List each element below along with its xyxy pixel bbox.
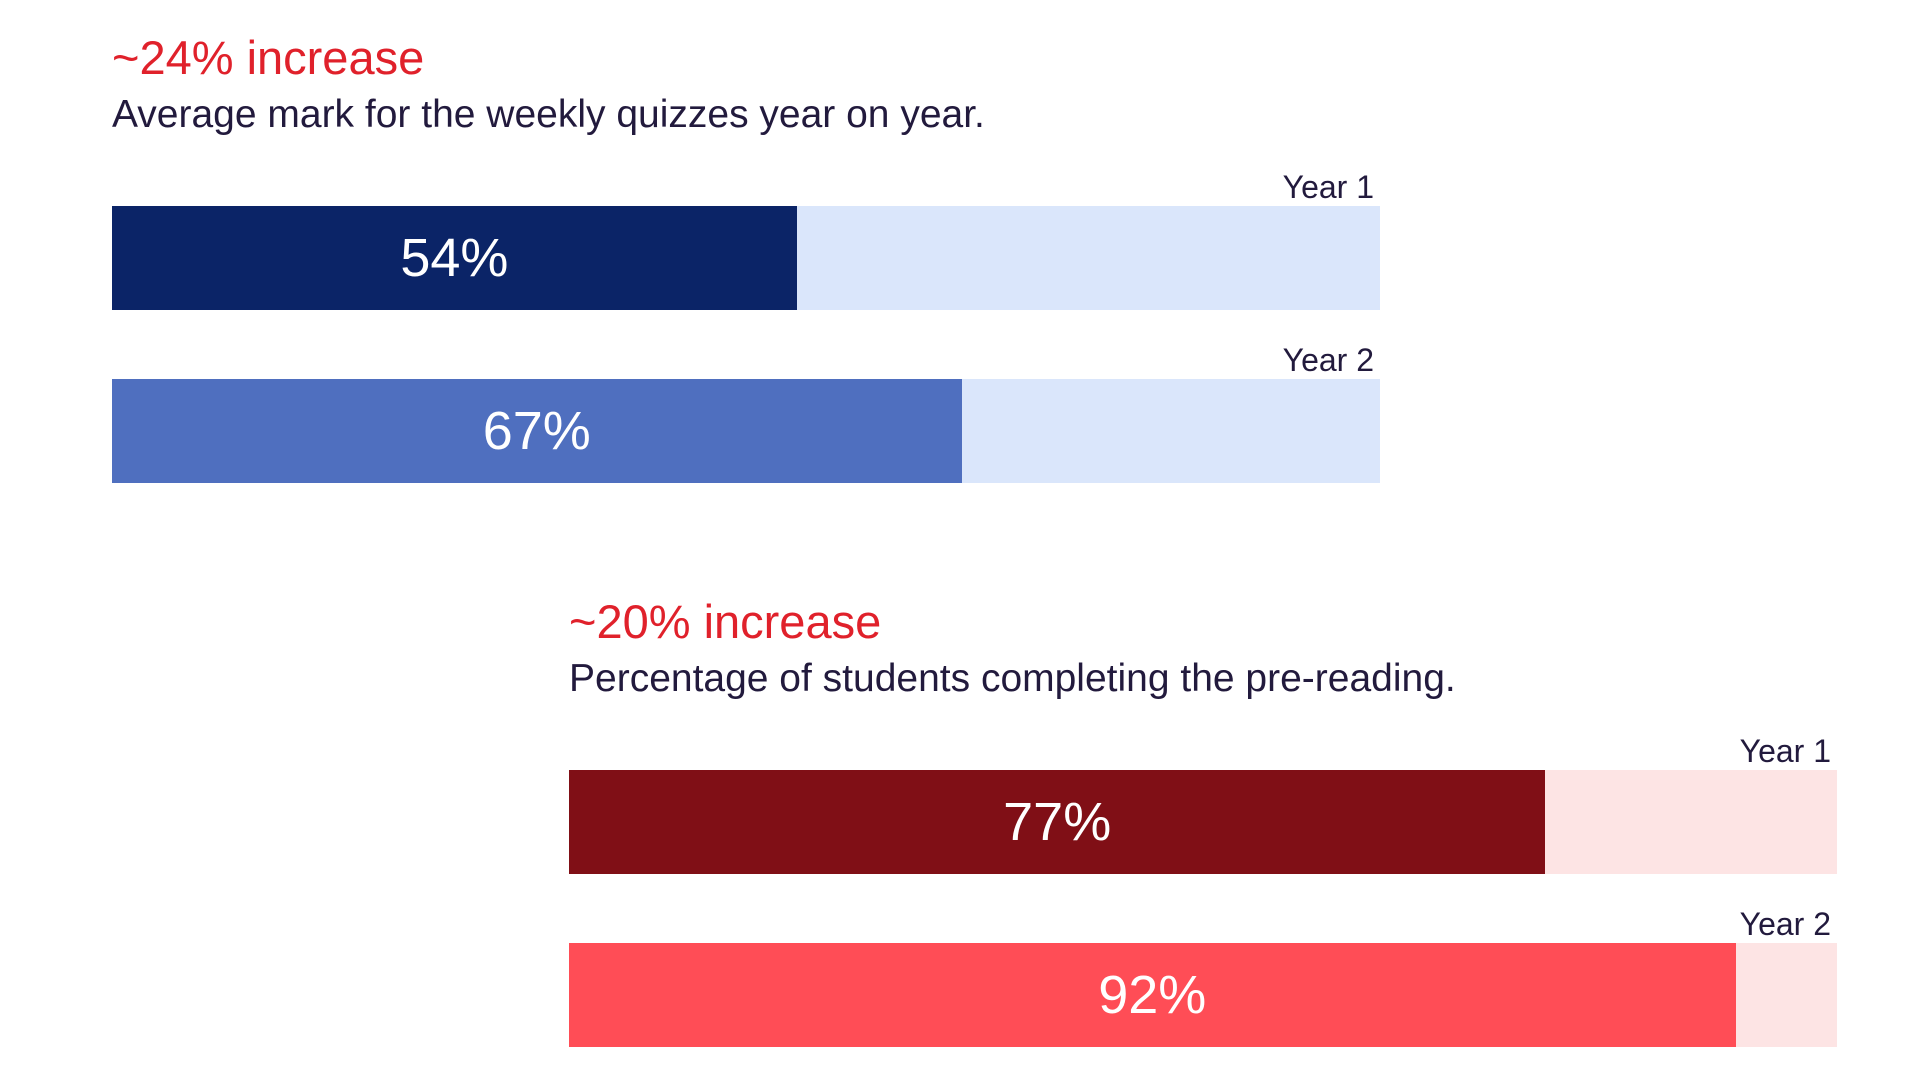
category-label: Year 2 [1739, 906, 1831, 942]
category-label: Year 1 [1739, 733, 1831, 769]
bar-row: Year 2 92% [569, 905, 1837, 1047]
chart-subtitle: Percentage of students completing the pr… [569, 657, 1456, 700]
bar-value-label: 92% [1098, 965, 1207, 1025]
bar [112, 379, 962, 483]
bar-row: Year 1 54% [112, 168, 1380, 310]
bar-value-label: 54% [400, 228, 509, 288]
chart-quiz-marks: ~24% increase Average mark for the weekl… [112, 32, 1380, 483]
chart-headline: ~24% increase [112, 31, 425, 84]
bar-value-label: 77% [1003, 792, 1112, 852]
bar-track: 77% [569, 770, 1837, 874]
chart-subtitle: Average mark for the weekly quizzes year… [112, 93, 985, 136]
bar-track: 54% [112, 206, 1380, 310]
bar-track: 92% [569, 943, 1837, 1047]
bar-track: 67% [112, 379, 1380, 483]
category-label: Year 2 [1282, 342, 1374, 378]
chart-pre-reading: ~20% increase Percentage of students com… [569, 596, 1837, 1047]
bar [569, 770, 1546, 874]
bar [569, 943, 1736, 1047]
category-label: Year 1 [1282, 169, 1374, 205]
bar-group: Year 1 54% Year 2 67% [112, 168, 1380, 483]
chart-headline: ~20% increase [569, 595, 882, 648]
bar-row: Year 1 77% [569, 732, 1837, 874]
bar-value-label: 67% [482, 401, 591, 461]
bar-row: Year 2 67% [112, 341, 1380, 483]
bar-group: Year 1 77% Year 2 92% [569, 732, 1837, 1047]
bar [112, 206, 797, 310]
